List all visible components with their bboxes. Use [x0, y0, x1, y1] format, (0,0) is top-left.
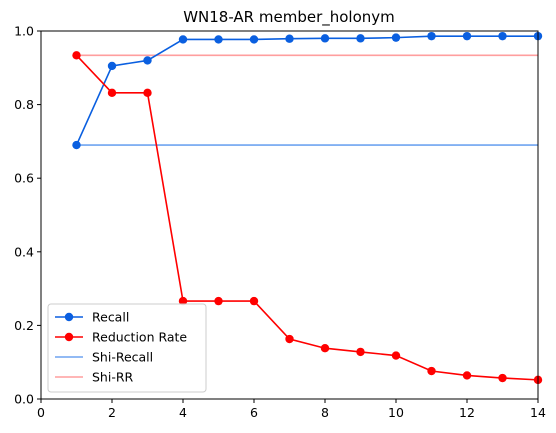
series-2-point: [107, 88, 117, 98]
series-1-point: [72, 140, 81, 150]
x-tick-label: 10: [388, 405, 404, 420]
chart-title: WN18-AR member_holonym: [183, 8, 395, 27]
series-2-point: [462, 371, 472, 380]
y-tick-label: 0.4: [14, 244, 34, 259]
y-tick-label: 1.0: [14, 24, 34, 39]
x-tick-label: 4: [179, 405, 187, 420]
series-1-point: [498, 31, 507, 41]
series-1-point: [427, 31, 436, 41]
series-1-point: [356, 34, 365, 43]
x-tick-label: 14: [530, 405, 546, 420]
series-1-point: [285, 34, 294, 43]
y-tick-label: 0.6: [14, 171, 34, 186]
series-2-point: [143, 88, 152, 98]
y-tick-label: 0.8: [14, 97, 34, 112]
series-2-point: [285, 334, 294, 344]
x-tick-label: 6: [250, 405, 258, 420]
y-tick-label: 0.2: [14, 318, 34, 333]
legend-label: Reduction Rate: [92, 330, 187, 345]
series-1-point: [391, 33, 401, 42]
series-line-1: [75, 35, 538, 146]
x-tick-label: 12: [459, 405, 475, 420]
series-1-point: [249, 35, 259, 44]
series-2-point: [498, 373, 507, 383]
x-tick-label: 2: [108, 405, 116, 420]
legend-marker: [64, 332, 74, 342]
plot-area: 0 2 4 6 8 10 12 14 0.0 0.2 0.4 0.6 0.8 1.0 Recall Reduc…: [14, 24, 546, 421]
series-1-point: [320, 34, 330, 43]
series-1-point: [178, 35, 188, 44]
series-2-point: [72, 51, 81, 60]
x-tick-label: 0: [37, 405, 45, 420]
series-2-point: [427, 366, 436, 376]
series-1-point: [143, 56, 152, 65]
series-1-point: [107, 61, 117, 71]
y-tick-label: 0.0: [14, 392, 34, 407]
series-1-point: [462, 31, 472, 41]
legend-label: Shi-Recall: [92, 350, 153, 365]
series-2-point: [178, 296, 188, 306]
series-2-point: [356, 347, 365, 357]
series-2-point: [391, 351, 401, 360]
series-1-point: [214, 35, 223, 44]
x-tick-label: 8: [321, 405, 329, 420]
legend: Recall Reduction Rate Shi-Recall Shi-RR: [47, 303, 207, 393]
legend-label: Shi-RR: [92, 370, 134, 385]
series-2-point: [320, 344, 330, 353]
series-2-point: [249, 296, 259, 306]
legend-marker: [64, 312, 74, 322]
legend-label: Recall: [92, 310, 129, 325]
series-line-2: [75, 54, 539, 381]
series-2-point: [214, 296, 223, 306]
legend-box: [47, 303, 207, 393]
plot-frame: [40, 30, 539, 400]
